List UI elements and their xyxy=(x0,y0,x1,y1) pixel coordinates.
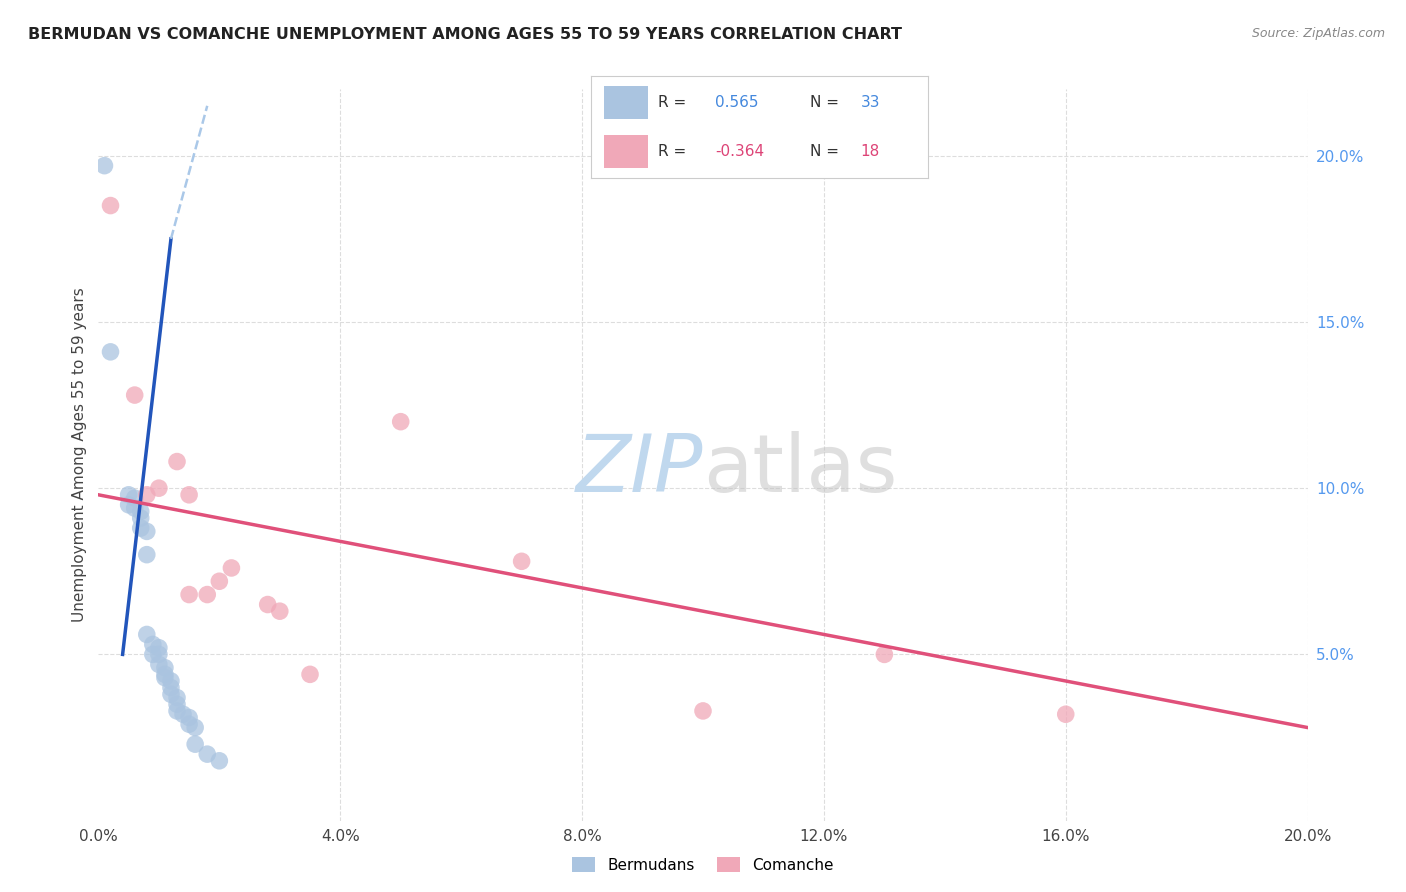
Point xyxy=(160,687,183,701)
Text: 18: 18 xyxy=(860,145,880,160)
Point xyxy=(153,661,176,675)
FancyBboxPatch shape xyxy=(605,87,648,119)
Point xyxy=(93,159,115,173)
Point xyxy=(184,737,207,751)
Point xyxy=(160,681,183,695)
Point xyxy=(129,511,152,525)
Point xyxy=(135,524,157,539)
Point xyxy=(166,454,188,468)
Point xyxy=(179,588,201,602)
Point xyxy=(135,548,157,562)
Point xyxy=(153,667,176,681)
FancyBboxPatch shape xyxy=(605,136,648,168)
Point xyxy=(692,704,714,718)
Point xyxy=(179,710,201,724)
Text: -0.364: -0.364 xyxy=(716,145,765,160)
Point xyxy=(135,488,157,502)
Point xyxy=(148,481,170,495)
Point xyxy=(184,721,207,735)
Point xyxy=(179,488,201,502)
Point xyxy=(510,554,533,568)
Point xyxy=(873,648,896,662)
Point xyxy=(1054,707,1077,722)
Point xyxy=(118,498,141,512)
Text: 0.565: 0.565 xyxy=(716,95,759,110)
Point xyxy=(100,344,122,359)
Point xyxy=(195,588,218,602)
Point xyxy=(135,627,157,641)
Point xyxy=(129,521,152,535)
Point xyxy=(208,574,231,589)
Point xyxy=(195,747,218,761)
Point xyxy=(172,707,194,722)
Y-axis label: Unemployment Among Ages 55 to 59 years: Unemployment Among Ages 55 to 59 years xyxy=(72,287,87,623)
Point xyxy=(148,648,170,662)
Point xyxy=(256,598,278,612)
Text: R =: R = xyxy=(658,145,692,160)
Text: N =: N = xyxy=(810,95,844,110)
Text: Source: ZipAtlas.com: Source: ZipAtlas.com xyxy=(1251,27,1385,40)
Point xyxy=(153,671,176,685)
Text: atlas: atlas xyxy=(703,431,897,508)
Point xyxy=(148,657,170,672)
Text: ZIP: ZIP xyxy=(575,431,703,508)
Point xyxy=(118,488,141,502)
Point xyxy=(166,690,188,705)
Point xyxy=(142,637,165,651)
Legend: Bermudans, Comanche: Bermudans, Comanche xyxy=(565,851,841,879)
Point xyxy=(100,198,122,212)
Point xyxy=(129,504,152,518)
Point xyxy=(124,501,146,516)
Text: R =: R = xyxy=(658,95,692,110)
Text: N =: N = xyxy=(810,145,844,160)
Text: 33: 33 xyxy=(860,95,880,110)
Point xyxy=(148,640,170,655)
Text: BERMUDAN VS COMANCHE UNEMPLOYMENT AMONG AGES 55 TO 59 YEARS CORRELATION CHART: BERMUDAN VS COMANCHE UNEMPLOYMENT AMONG … xyxy=(28,27,903,42)
Point xyxy=(221,561,243,575)
Point xyxy=(389,415,412,429)
Point xyxy=(166,698,188,712)
Point xyxy=(124,388,146,402)
Point xyxy=(208,754,231,768)
Point xyxy=(166,704,188,718)
Point xyxy=(142,648,165,662)
Point xyxy=(160,673,183,688)
Point xyxy=(179,717,201,731)
Point xyxy=(269,604,291,618)
Point xyxy=(299,667,322,681)
Point xyxy=(124,491,146,505)
